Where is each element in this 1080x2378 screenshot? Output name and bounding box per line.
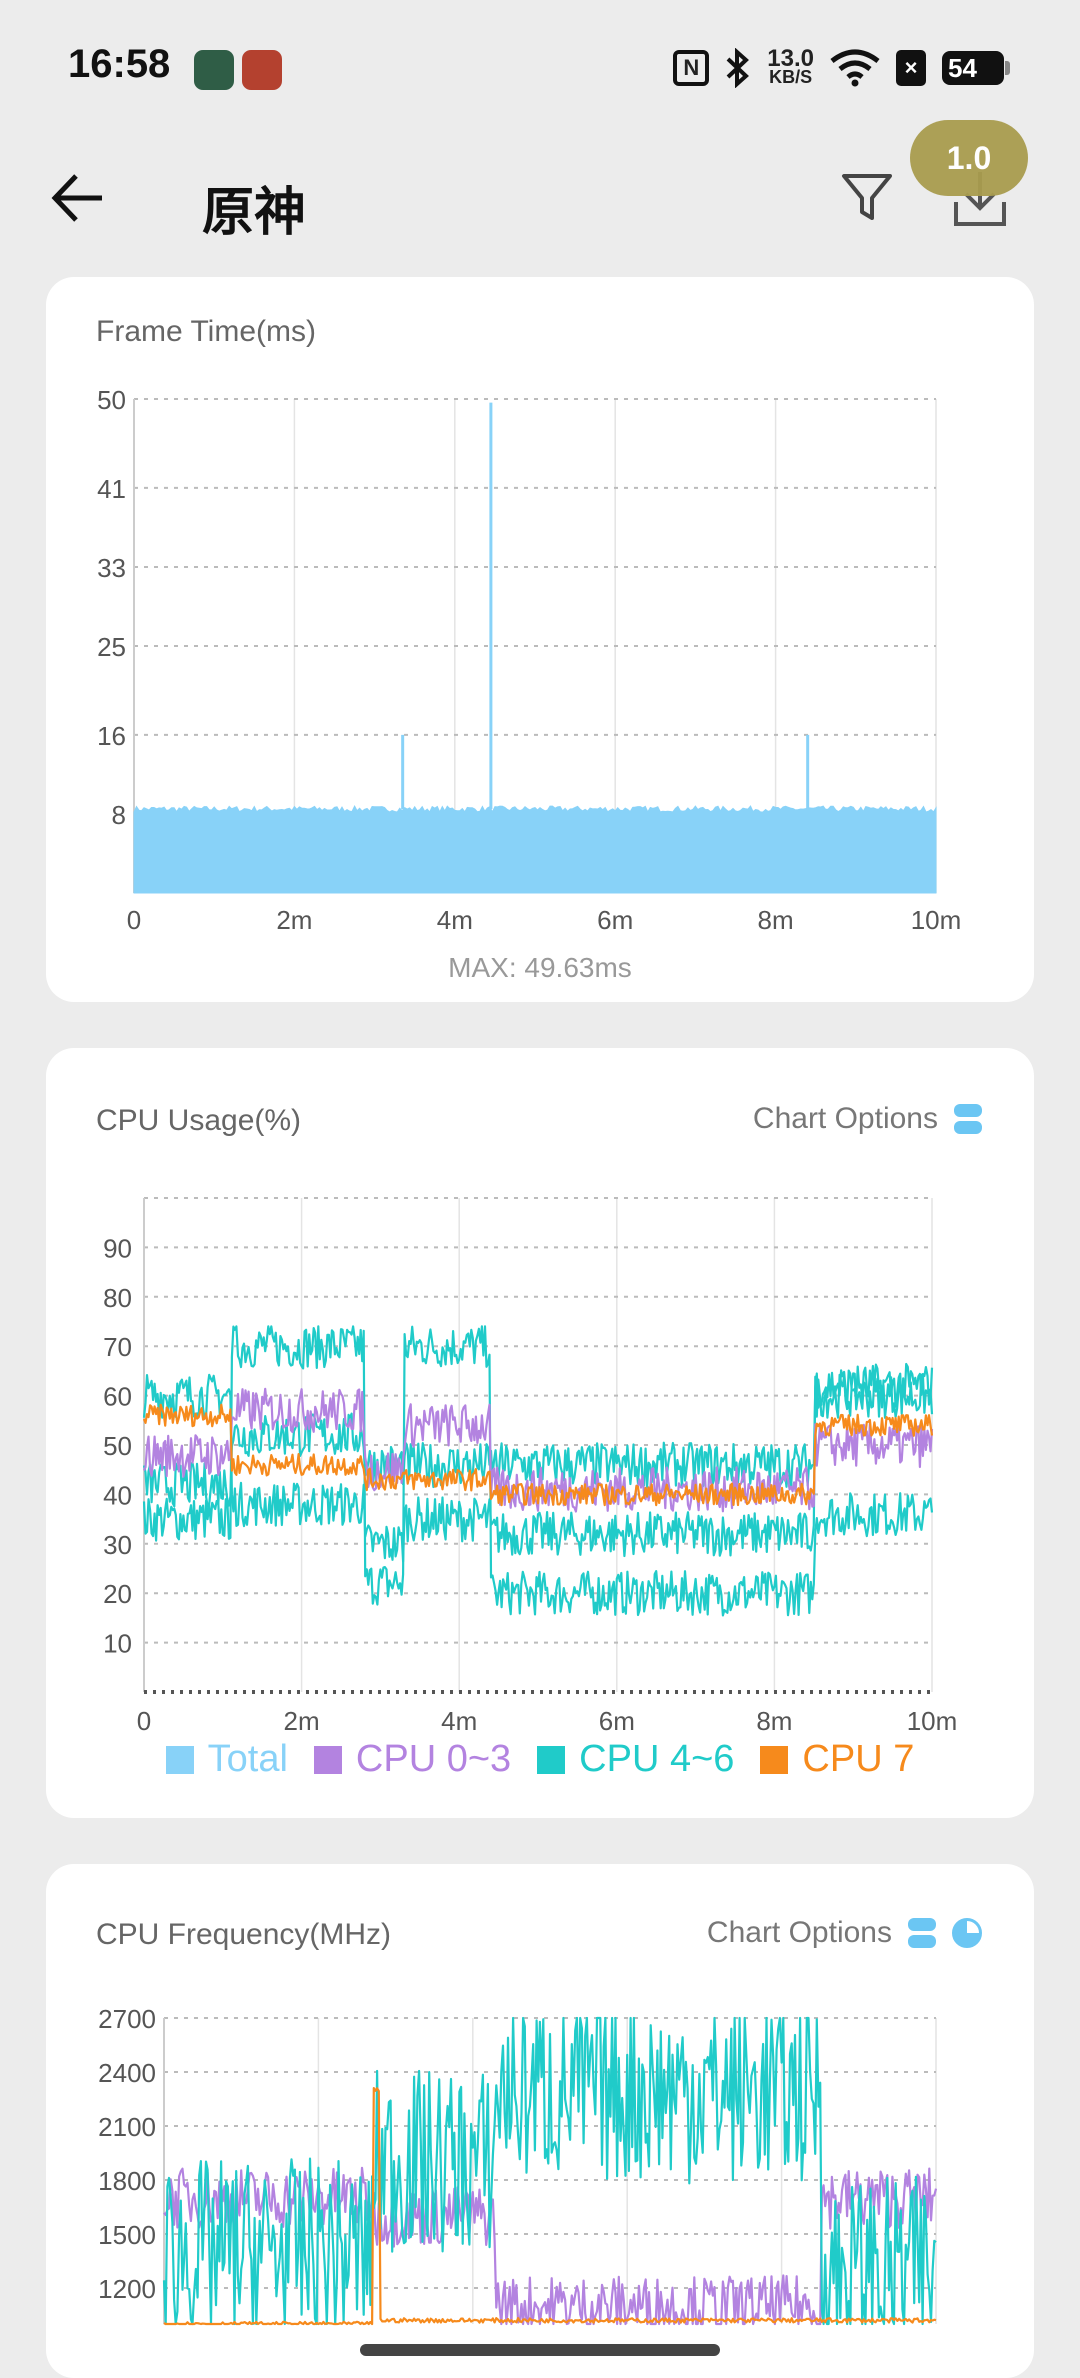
legend-cpu03[interactable]: CPU 0~3 xyxy=(313,1738,512,1781)
cpu-usage-title: CPU Usage(%) xyxy=(96,1104,302,1137)
y-tick-label: 2700 xyxy=(98,2004,156,2034)
status-time: 16:58 xyxy=(68,42,171,86)
legend-swatch-total xyxy=(165,1745,194,1774)
y-tick-label: 30 xyxy=(103,1530,132,1560)
legend-label-cpu03: CPU 0~3 xyxy=(355,1738,512,1780)
cpu-usage-series-line xyxy=(142,1362,934,1508)
x-tick-label: 2m xyxy=(284,1706,320,1736)
x-tick-label: 0 xyxy=(127,905,141,935)
bluetooth-icon xyxy=(726,48,750,88)
x-tick-label: 8m xyxy=(756,1706,792,1736)
x-tick-label: 10m xyxy=(907,1706,958,1736)
y-tick-label: 50 xyxy=(97,385,126,415)
cpu-frequency-chart-options[interactable]: Chart Options xyxy=(707,1916,982,1950)
app-header: 原神 xyxy=(0,130,1080,270)
filter-icon[interactable] xyxy=(840,170,894,226)
legend-label-total: Total xyxy=(207,1738,288,1780)
cpu-usage-legend: Total CPU 0~3 CPU 4~6 CPU 7 xyxy=(46,1738,1034,1781)
battery-icon: 54 xyxy=(942,51,1010,85)
status-icons: N 13.0 KB/S × 54 xyxy=(673,45,1010,90)
frame-time-card: Frame Time(ms) 8 16 25 33 41 50 0 2m 4m 6m 8m 10m M… xyxy=(46,277,1034,1002)
legend-label-cpu7: CPU 7 xyxy=(802,1738,915,1780)
x-tick-label: 4m xyxy=(441,1706,477,1736)
app-notification-icon xyxy=(194,50,234,90)
cpu-usage-card: CPU Usage(%) Chart Options 10 20 30 40 50 60 7… xyxy=(46,1048,1034,1818)
cpu-frequency-card: CPU Frequency(MHz) Chart Options 1200 150… xyxy=(46,1864,1034,2378)
cpu-frequency-chart: 1200 1500 1800 2100 2400 2700 xyxy=(98,2004,938,2326)
cpu-usage-series-line xyxy=(142,1325,934,1617)
cpu-usage-series-line xyxy=(142,1372,934,1563)
legend-label-cpu46: CPU 4~6 xyxy=(579,1738,735,1780)
y-tick-label: 10 xyxy=(103,1629,132,1659)
y-tick-label: 2400 xyxy=(98,2058,156,2088)
chart-options-label: Chart Options xyxy=(706,1916,892,1949)
wifi-icon xyxy=(830,49,880,87)
y-tick-label: 25 xyxy=(97,632,126,662)
y-tick-label: 8 xyxy=(112,800,126,830)
frame-time-max: MAX: 49.63ms xyxy=(448,952,632,983)
y-tick-label: 16 xyxy=(97,721,126,751)
legend-cpu7[interactable]: CPU 7 xyxy=(760,1738,914,1781)
x-tick-label: 6m xyxy=(599,1706,635,1736)
toggle-icon[interactable] xyxy=(954,1104,982,1134)
x-tick-label: 0 xyxy=(137,1706,151,1736)
page-title: 原神 xyxy=(202,184,307,242)
nfc-icon: N xyxy=(673,50,710,86)
frame-time-title: Frame Time(ms) xyxy=(96,315,316,348)
game-notification-icon xyxy=(242,50,282,90)
y-tick-label: 60 xyxy=(103,1382,132,1412)
frame-time-chart: 8 16 25 33 41 50 0 2m 4m 6m 8m 10m xyxy=(97,385,962,935)
legend-swatch-cpu03 xyxy=(313,1745,342,1774)
zoom-badge[interactable]: 1.0 xyxy=(910,120,1028,196)
home-indicator[interactable] xyxy=(360,2344,720,2356)
sim-off-icon: × xyxy=(896,50,926,86)
y-tick-label: 1800 xyxy=(98,2166,156,2196)
legend-swatch-cpu7 xyxy=(760,1745,789,1774)
legend-swatch-cpu46 xyxy=(537,1745,566,1774)
net-speed-unit: KB/S xyxy=(769,67,813,87)
x-tick-label: 4m xyxy=(437,905,473,935)
x-tick-label: 8m xyxy=(758,905,794,935)
y-tick-label: 2100 xyxy=(98,2112,156,2142)
y-tick-label: 80 xyxy=(103,1283,132,1313)
back-arrow-icon[interactable] xyxy=(48,166,112,230)
cpu-frequency-series-line xyxy=(162,2016,937,2326)
x-tick-label: 10m xyxy=(911,905,962,935)
cpu-usage-series-line xyxy=(142,1403,934,1507)
status-bar: 16:58 N 13.0 KB/S × 54 xyxy=(0,0,1080,130)
y-tick-label: 33 xyxy=(97,553,126,583)
y-tick-label: 90 xyxy=(103,1233,132,1263)
legend-total[interactable]: Total xyxy=(165,1738,288,1781)
chart-options-label: Chart Options xyxy=(752,1102,938,1135)
pie-chart-icon[interactable] xyxy=(952,1918,982,1948)
cpu-frequency-series-line xyxy=(163,2087,937,2326)
cpu-usage-chart: 10 20 30 40 50 60 70 80 90 0 2m 4m 6m 8m 10m xyxy=(103,1197,958,1736)
y-tick-label: 70 xyxy=(103,1332,132,1362)
net-speed: 13.0 KB/S xyxy=(767,45,814,87)
toggle-icon[interactable] xyxy=(908,1918,936,1948)
x-tick-label: 6m xyxy=(597,905,633,935)
y-tick-label: 20 xyxy=(103,1579,132,1609)
y-tick-label: 50 xyxy=(103,1431,132,1461)
y-tick-label: 1200 xyxy=(98,2274,156,2304)
legend-cpu46[interactable]: CPU 4~6 xyxy=(537,1738,734,1781)
frame-time-area xyxy=(133,805,937,894)
x-tick-label: 2m xyxy=(276,905,312,935)
y-tick-label: 40 xyxy=(103,1480,132,1510)
cpu-usage-chart-options[interactable]: Chart Options xyxy=(753,1102,982,1136)
y-tick-label: 41 xyxy=(97,474,126,504)
y-tick-label: 1500 xyxy=(98,2220,156,2250)
cpu-frequency-title: CPU Frequency(MHz) xyxy=(96,1918,392,1951)
net-speed-value: 13.0 xyxy=(767,45,814,72)
